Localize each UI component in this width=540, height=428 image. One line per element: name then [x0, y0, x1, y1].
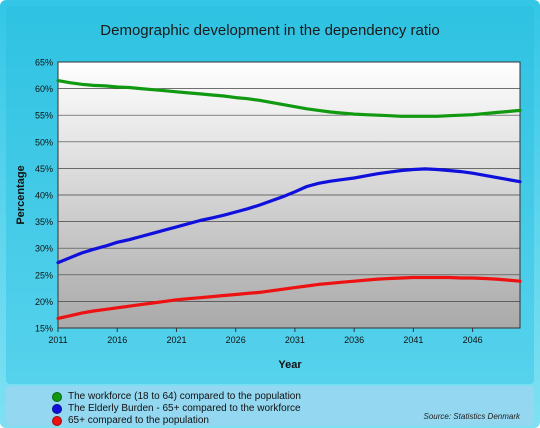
y-tick-label: 55% [35, 111, 53, 121]
legend-dot-elderly-burden [52, 403, 62, 414]
x-axis-label: Year [278, 359, 302, 371]
x-tick-label: 2016 [107, 335, 127, 345]
legend-item-65-plus: 65+ compared to the population [52, 415, 209, 426]
series-line-65-plus [56, 275, 522, 320]
legend: The workforce (18 to 64) compared to the… [6, 386, 534, 426]
legend-dot-65-plus [52, 415, 62, 426]
y-tick-label: 60% [35, 84, 53, 94]
y-tick-label: 20% [35, 297, 53, 307]
series-line-workforce [56, 78, 522, 118]
x-tick-label: 2031 [285, 335, 305, 345]
series-line-elderly-burden [56, 167, 522, 265]
y-axis-label: Percentage [15, 165, 27, 224]
legend-label-elderly-burden: The Elderly Burden - 65+ compared to the… [68, 403, 301, 414]
y-tick-label: 40% [35, 191, 53, 201]
x-tick-label: 2026 [226, 335, 246, 345]
x-tick-label: 2011 [48, 335, 67, 345]
legend-label-65-plus: 65+ compared to the population [68, 415, 209, 426]
y-tick-label: 15% [35, 324, 53, 334]
legend-dot-workforce [52, 391, 62, 402]
legend-item-elderly-burden: The Elderly Burden - 65+ compared to the… [52, 403, 301, 414]
legend-label-workforce: The workforce (18 to 64) compared to the… [68, 391, 301, 402]
x-tick-label: 2021 [166, 335, 186, 345]
source-note: Source: Statistics Denmark [423, 412, 520, 421]
legend-item-workforce: The workforce (18 to 64) compared to the… [52, 391, 301, 402]
y-tick-label: 30% [35, 244, 53, 254]
x-tick-label: 2041 [403, 335, 423, 345]
y-tick-label: 25% [35, 270, 53, 280]
y-tick-label: 65% [35, 58, 53, 68]
x-tick-label: 2036 [344, 335, 364, 345]
chart-title: Demographic development in the dependenc… [100, 22, 440, 39]
y-tick-label: 45% [35, 164, 53, 174]
y-tick-label: 35% [35, 217, 53, 227]
x-tick-label: 2046 [463, 335, 483, 345]
y-tick-label: 50% [35, 137, 53, 147]
